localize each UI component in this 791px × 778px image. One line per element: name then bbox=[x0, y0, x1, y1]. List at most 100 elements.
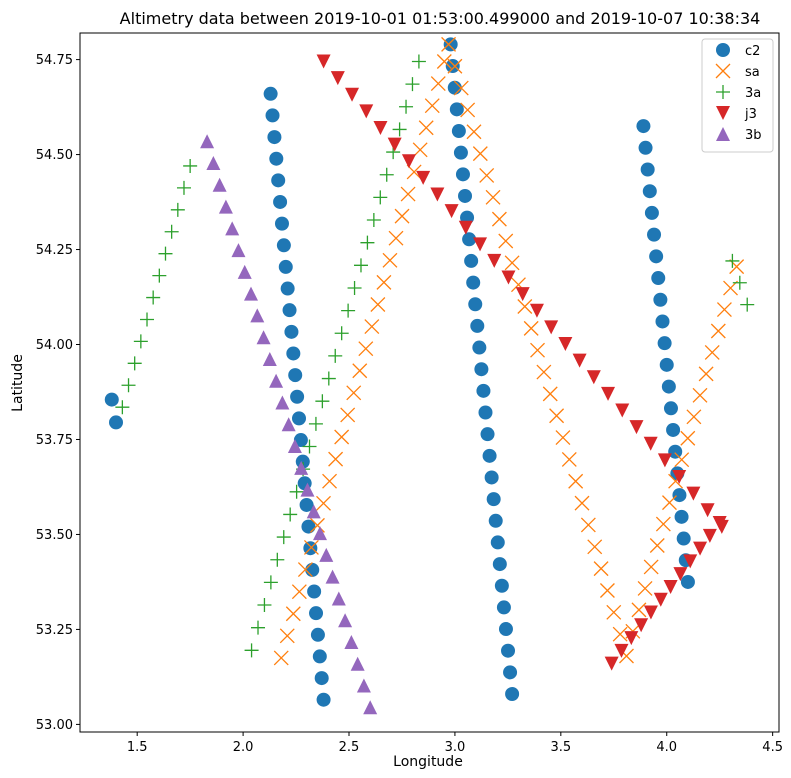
data-point-j3 bbox=[653, 592, 668, 607]
data-point-c2 bbox=[649, 249, 664, 264]
data-point-sa bbox=[686, 409, 702, 425]
data-point-3a bbox=[276, 530, 291, 545]
data-point-sa bbox=[599, 583, 615, 598]
data-point-c2 bbox=[642, 184, 657, 199]
data-point-j3 bbox=[657, 453, 672, 468]
data-point-c2 bbox=[455, 167, 470, 182]
data-point-sa bbox=[530, 342, 545, 358]
data-point-sa bbox=[406, 164, 422, 180]
data-point-j3 bbox=[572, 353, 587, 368]
data-point-j3 bbox=[643, 436, 658, 451]
x-axis: 1.5 2.0 2.5 3.0 3.5 4.0 4.5 bbox=[127, 732, 783, 755]
data-point-3a bbox=[411, 54, 426, 69]
data-point-c2 bbox=[638, 140, 653, 155]
data-point-c2 bbox=[314, 671, 329, 686]
data-point-3a bbox=[360, 235, 375, 250]
data-point-j3 bbox=[458, 220, 473, 235]
data-point-c2 bbox=[271, 173, 286, 188]
data-point-c2 bbox=[293, 433, 308, 448]
data-point-3a bbox=[146, 290, 161, 305]
data-point-sa bbox=[453, 80, 469, 96]
legend-label-3a: 3a bbox=[745, 86, 761, 101]
data-point-3b bbox=[206, 156, 221, 171]
data-point-j3 bbox=[430, 187, 445, 202]
data-point-c2 bbox=[309, 606, 324, 621]
data-point-sa bbox=[542, 386, 558, 402]
data-point-sa bbox=[606, 604, 622, 620]
data-point-3a bbox=[740, 297, 755, 312]
data-point-3a bbox=[334, 326, 349, 341]
data-point-sa bbox=[662, 495, 677, 511]
legend-label-c2: c2 bbox=[745, 44, 760, 59]
data-point-3a bbox=[373, 190, 388, 205]
data-point-sa bbox=[424, 98, 440, 114]
legend-marker-3a bbox=[716, 85, 730, 99]
data-point-c2 bbox=[655, 314, 670, 329]
data-point-3b bbox=[244, 286, 259, 301]
data-point-sa bbox=[436, 54, 452, 69]
data-point-3a bbox=[152, 268, 167, 283]
data-point-sa bbox=[498, 233, 514, 249]
chart-title: Altimetry data between 2019-10-01 01:53:… bbox=[120, 9, 761, 28]
data-point-c2 bbox=[653, 292, 668, 307]
data-point-3a bbox=[140, 312, 155, 327]
legend-label-j3: j3 bbox=[744, 107, 757, 122]
data-point-c2 bbox=[488, 513, 503, 528]
data-point-3b bbox=[200, 134, 215, 149]
data-point-c2 bbox=[310, 627, 325, 642]
data-point-c2 bbox=[269, 151, 284, 166]
legend-marker-sa bbox=[715, 63, 731, 79]
data-point-c2 bbox=[104, 392, 119, 407]
data-point-3a bbox=[176, 180, 191, 195]
data-point-c2 bbox=[501, 643, 516, 658]
data-point-c2 bbox=[496, 600, 511, 615]
plot-frame bbox=[79, 32, 780, 733]
data-point-sa bbox=[297, 562, 313, 578]
data-point-sa bbox=[574, 495, 590, 511]
data-point-3b bbox=[237, 264, 252, 279]
data-point-sa bbox=[273, 650, 289, 666]
data-point-sa bbox=[310, 517, 325, 533]
data-point-3a bbox=[725, 253, 740, 268]
legend-marker-3b bbox=[716, 127, 730, 141]
data-point-c2 bbox=[462, 232, 477, 247]
data-point-c2 bbox=[265, 108, 280, 123]
data-point-c2 bbox=[466, 275, 481, 290]
data-point-c2 bbox=[292, 411, 307, 426]
legend-label-sa: sa bbox=[745, 65, 760, 80]
data-point-c2 bbox=[482, 448, 497, 463]
data-point-c2 bbox=[640, 162, 655, 177]
data-point-c2 bbox=[659, 357, 674, 372]
data-point-j3 bbox=[643, 605, 658, 620]
data-point-c2 bbox=[282, 303, 297, 318]
data-point-3b bbox=[338, 613, 353, 628]
data-point-3b bbox=[300, 482, 315, 497]
data-point-c2 bbox=[647, 227, 662, 242]
data-point-c2 bbox=[290, 389, 305, 404]
data-point-3a bbox=[158, 246, 173, 261]
data-point-sa bbox=[418, 120, 434, 136]
data-point-c2 bbox=[494, 578, 509, 593]
data-point-3b bbox=[275, 395, 290, 410]
data-point-3b bbox=[212, 177, 227, 192]
data-point-c2 bbox=[470, 318, 485, 333]
x-tick-label: 2.5 bbox=[339, 740, 360, 755]
data-point-sa bbox=[680, 430, 696, 446]
data-point-3a bbox=[315, 394, 330, 409]
data-point-sa bbox=[316, 495, 331, 511]
data-point-3b bbox=[350, 656, 365, 671]
data-point-c2 bbox=[676, 531, 691, 546]
data-point-3a bbox=[392, 122, 407, 137]
x-tick-label: 3.5 bbox=[550, 740, 571, 755]
data-point-j3 bbox=[473, 237, 488, 252]
data-point-j3 bbox=[686, 486, 701, 501]
data-point-3a bbox=[353, 258, 368, 273]
data-point-sa bbox=[485, 189, 501, 205]
data-point-3b bbox=[231, 243, 246, 258]
data-point-3b bbox=[356, 678, 371, 693]
data-point-3a bbox=[251, 620, 266, 635]
data-point-c2 bbox=[503, 665, 518, 680]
data-point-sa bbox=[655, 516, 671, 532]
data-point-sa bbox=[291, 584, 307, 600]
data-point-3a bbox=[289, 484, 304, 499]
